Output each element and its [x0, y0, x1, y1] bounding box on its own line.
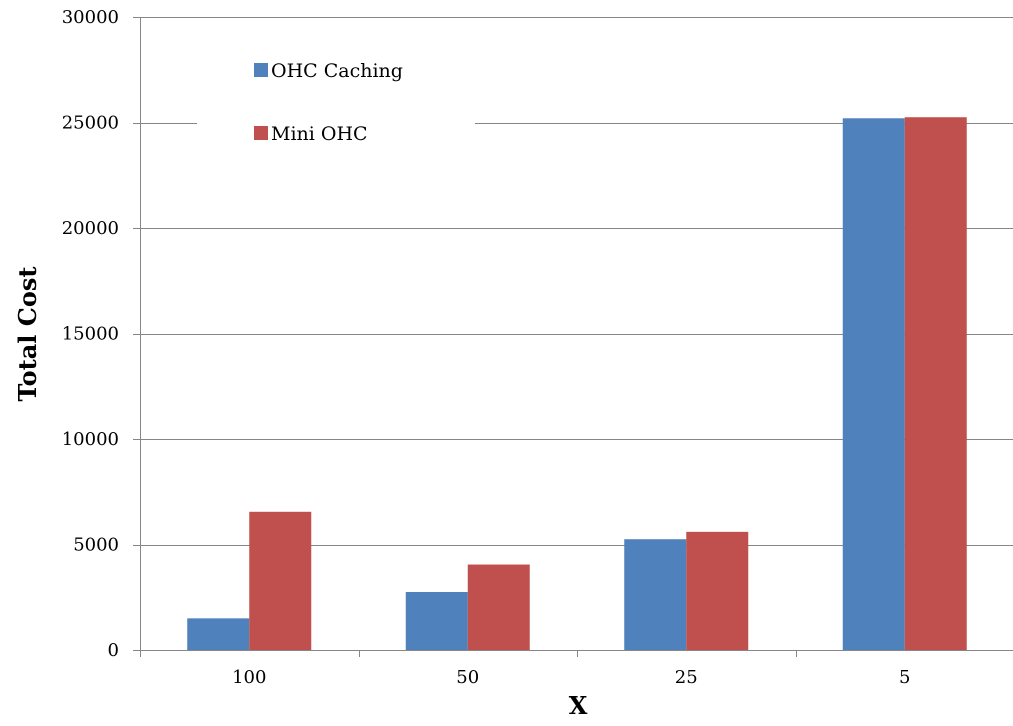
y-axis-title: Total Cost [13, 267, 42, 402]
bar-mini-ohc-5 [904, 117, 967, 651]
bar-ohc-caching-25 [624, 539, 687, 650]
legend: OHC Caching Mini OHC [254, 60, 403, 145]
bar-ohc-caching-50 [405, 591, 468, 650]
x-tick-label: 100 [232, 667, 266, 688]
y-tick-label: 0 [108, 640, 119, 661]
legend-swatch [254, 63, 268, 77]
y-tick-label: 25000 [62, 113, 119, 134]
bar-ohc-caching-5 [842, 118, 905, 650]
y-tick-label: 5000 [73, 535, 119, 556]
x-tick-label: 25 [675, 667, 698, 688]
legend-swatch [254, 126, 268, 140]
bar-mini-ohc-100 [249, 511, 312, 650]
y-tick-label: 30000 [62, 7, 119, 28]
x-tick-label: 5 [899, 667, 910, 688]
y-tick-label: 20000 [62, 218, 119, 239]
legend-label: OHC Caching [271, 60, 403, 82]
axes [133, 17, 1013, 657]
bar-ohc-caching-100 [187, 618, 250, 650]
legend-label: Mini OHC [271, 123, 368, 145]
y-tick-label: 10000 [62, 429, 119, 450]
bars [187, 117, 967, 651]
bar-mini-ohc-25 [686, 531, 749, 650]
x-tick-label: 50 [456, 667, 479, 688]
y-tick-label: 15000 [62, 324, 119, 345]
x-axis-title: X [569, 691, 588, 720]
bar-mini-ohc-50 [467, 564, 530, 650]
tick-labels: 0 5000 10000 15000 20000 25000 30000 100 50 25 5 [62, 7, 911, 688]
